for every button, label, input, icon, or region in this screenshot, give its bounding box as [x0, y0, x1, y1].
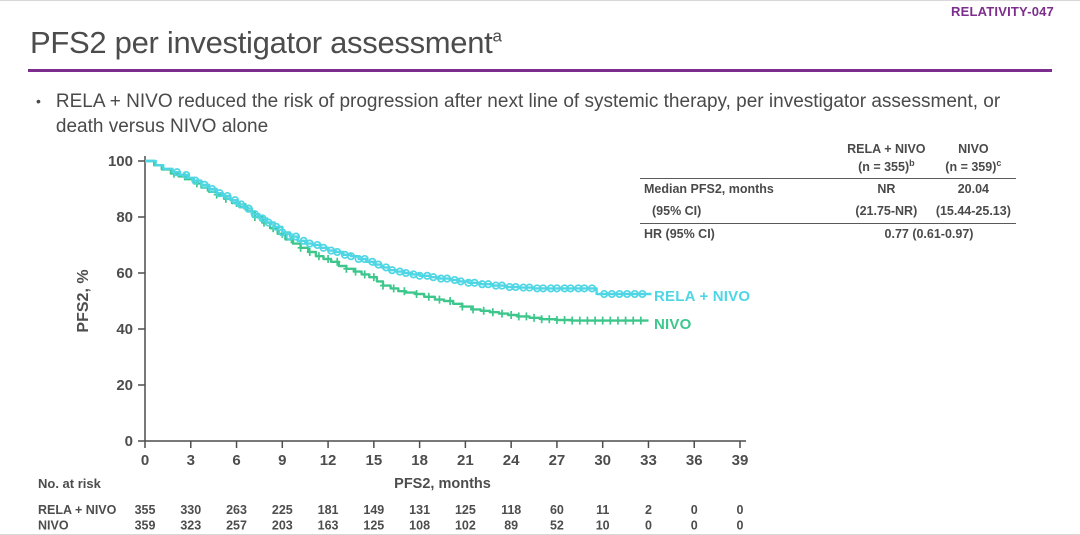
at-risk-value: 2 — [645, 503, 652, 517]
at-risk-value: 118 — [501, 503, 521, 517]
svg-text:80: 80 — [116, 209, 133, 226]
svg-text:9: 9 — [278, 452, 286, 469]
at-risk-value: 359 — [135, 519, 156, 533]
at-risk-value: 108 — [409, 519, 430, 533]
at-risk-value: 181 — [318, 503, 339, 517]
at-risk-value: 355 — [135, 503, 156, 517]
ci-nivo: (15.44-25.13) — [935, 204, 1011, 219]
at-risk-value: 102 — [455, 519, 476, 533]
svg-text:18: 18 — [411, 452, 428, 469]
summary-header-rela-nivo-name: RELA + NIVO — [847, 142, 926, 156]
svg-text:33: 33 — [640, 452, 657, 469]
title-superscript: a — [492, 26, 502, 46]
at-risk-value: 0 — [645, 519, 652, 533]
superscript-b: b — [909, 157, 915, 168]
svg-text:100: 100 — [108, 153, 133, 170]
at-risk-value: 203 — [272, 519, 293, 533]
ci-label: (95% CI) — [652, 204, 702, 219]
hr-label: HR (95% CI) — [640, 222, 842, 246]
summary-header-nivo-name: NIVO — [958, 142, 989, 156]
at-risk-value: 330 — [180, 503, 201, 517]
svg-text:30: 30 — [594, 452, 611, 469]
at-risk-value: 60 — [550, 503, 564, 517]
x-axis-label: PFS2, months — [394, 476, 491, 492]
curve-label-rela-nivo: RELA + NIVO — [654, 288, 751, 305]
svg-text:39: 39 — [732, 452, 749, 469]
svg-text:6: 6 — [232, 452, 240, 469]
svg-text:24: 24 — [503, 452, 520, 469]
study-tag: RELATIVITY-047 — [951, 4, 1054, 19]
page-title: PFS2 per investigator assessmenta — [30, 25, 502, 61]
summary-header-rela-nivo-n: (n = 355)b — [858, 157, 915, 174]
summary-header-rela-nivo: RELA + NIVO (n = 355)b — [842, 139, 931, 179]
summary-table: RELA + NIVO (n = 355)b NIVO (n = 359)c M… — [640, 139, 1016, 246]
superscript-c: c — [996, 157, 1002, 168]
at-risk-value: 323 — [180, 519, 201, 533]
censor-marks-rela-nivo — [172, 168, 647, 299]
at-risk-table: No. at risk RELA + NIVO 355 330 263 225 181 149… — [38, 476, 744, 533]
at-risk-value: 10 — [596, 519, 610, 533]
svg-text:27: 27 — [549, 452, 566, 469]
median-rela-nivo: NR — [842, 178, 931, 202]
at-risk-value: 163 — [318, 519, 339, 533]
bullet-marker: • — [36, 93, 41, 109]
bullet-text: RELA + NIVO reduced the risk of progress… — [55, 91, 1001, 138]
axes — [138, 156, 746, 448]
at-risk-value: 125 — [455, 503, 476, 517]
median-label: Median PFS2, months — [640, 178, 842, 202]
table-row-hr: HR (95% CI) 0.77 (0.61-0.97) — [640, 222, 1016, 246]
svg-text:0: 0 — [125, 433, 133, 450]
at-risk-value: 131 — [409, 503, 430, 517]
svg-text:60: 60 — [116, 265, 133, 282]
table-row-median: Median PFS2, months NR 20.04 — [640, 178, 1016, 202]
at-risk-title: No. at risk — [38, 476, 102, 491]
at-risk-value: 0 — [691, 503, 698, 517]
at-risk-value: 149 — [363, 503, 384, 517]
svg-text:3: 3 — [187, 452, 195, 469]
svg-text:0: 0 — [141, 452, 149, 469]
svg-text:36: 36 — [686, 452, 703, 469]
bullet-point: • RELA + NIVO reduced the risk of progre… — [36, 89, 1016, 140]
at-risk-value: 0 — [737, 519, 744, 533]
svg-text:15: 15 — [366, 452, 383, 469]
at-risk-value: 11 — [596, 503, 609, 517]
y-axis-label: PFS2, % — [75, 269, 92, 332]
svg-text:20: 20 — [116, 377, 133, 394]
hr-value: 0.77 (0.61-0.97) — [842, 222, 1016, 246]
summary-header-empty — [640, 139, 842, 179]
series-nivo — [145, 159, 649, 322]
curve-label-nivo: NIVO — [654, 316, 692, 333]
at-risk-value: 125 — [363, 519, 384, 533]
svg-text:40: 40 — [116, 321, 133, 338]
at-risk-value: 0 — [737, 503, 744, 517]
at-risk-value: 225 — [272, 503, 293, 517]
at-risk-value: 89 — [504, 519, 518, 533]
at-risk-value: 0 — [691, 519, 698, 533]
at-risk-value: 257 — [226, 519, 247, 533]
at-risk-value: 52 — [550, 519, 564, 533]
at-risk-row-label: RELA + NIVO — [38, 503, 117, 517]
at-risk-row-label: NIVO — [38, 519, 69, 533]
ci-rela-nivo: (21.75-NR) — [855, 204, 918, 219]
table-row-ci: (95% CI) (21.75-NR) (15.44-25.13) — [640, 201, 1016, 223]
page-title-text: PFS2 per investigator assessment — [30, 25, 493, 60]
censor-marks-nivo — [170, 169, 644, 325]
summary-header-nivo: NIVO (n = 359)c — [931, 139, 1016, 179]
at-risk-value: 263 — [226, 503, 247, 517]
svg-text:21: 21 — [457, 452, 474, 469]
svg-text:12: 12 — [320, 452, 337, 469]
title-underline — [28, 69, 1052, 72]
median-nivo: 20.04 — [930, 178, 1016, 202]
summary-header-nivo-n: (n = 359)c — [945, 157, 1002, 174]
